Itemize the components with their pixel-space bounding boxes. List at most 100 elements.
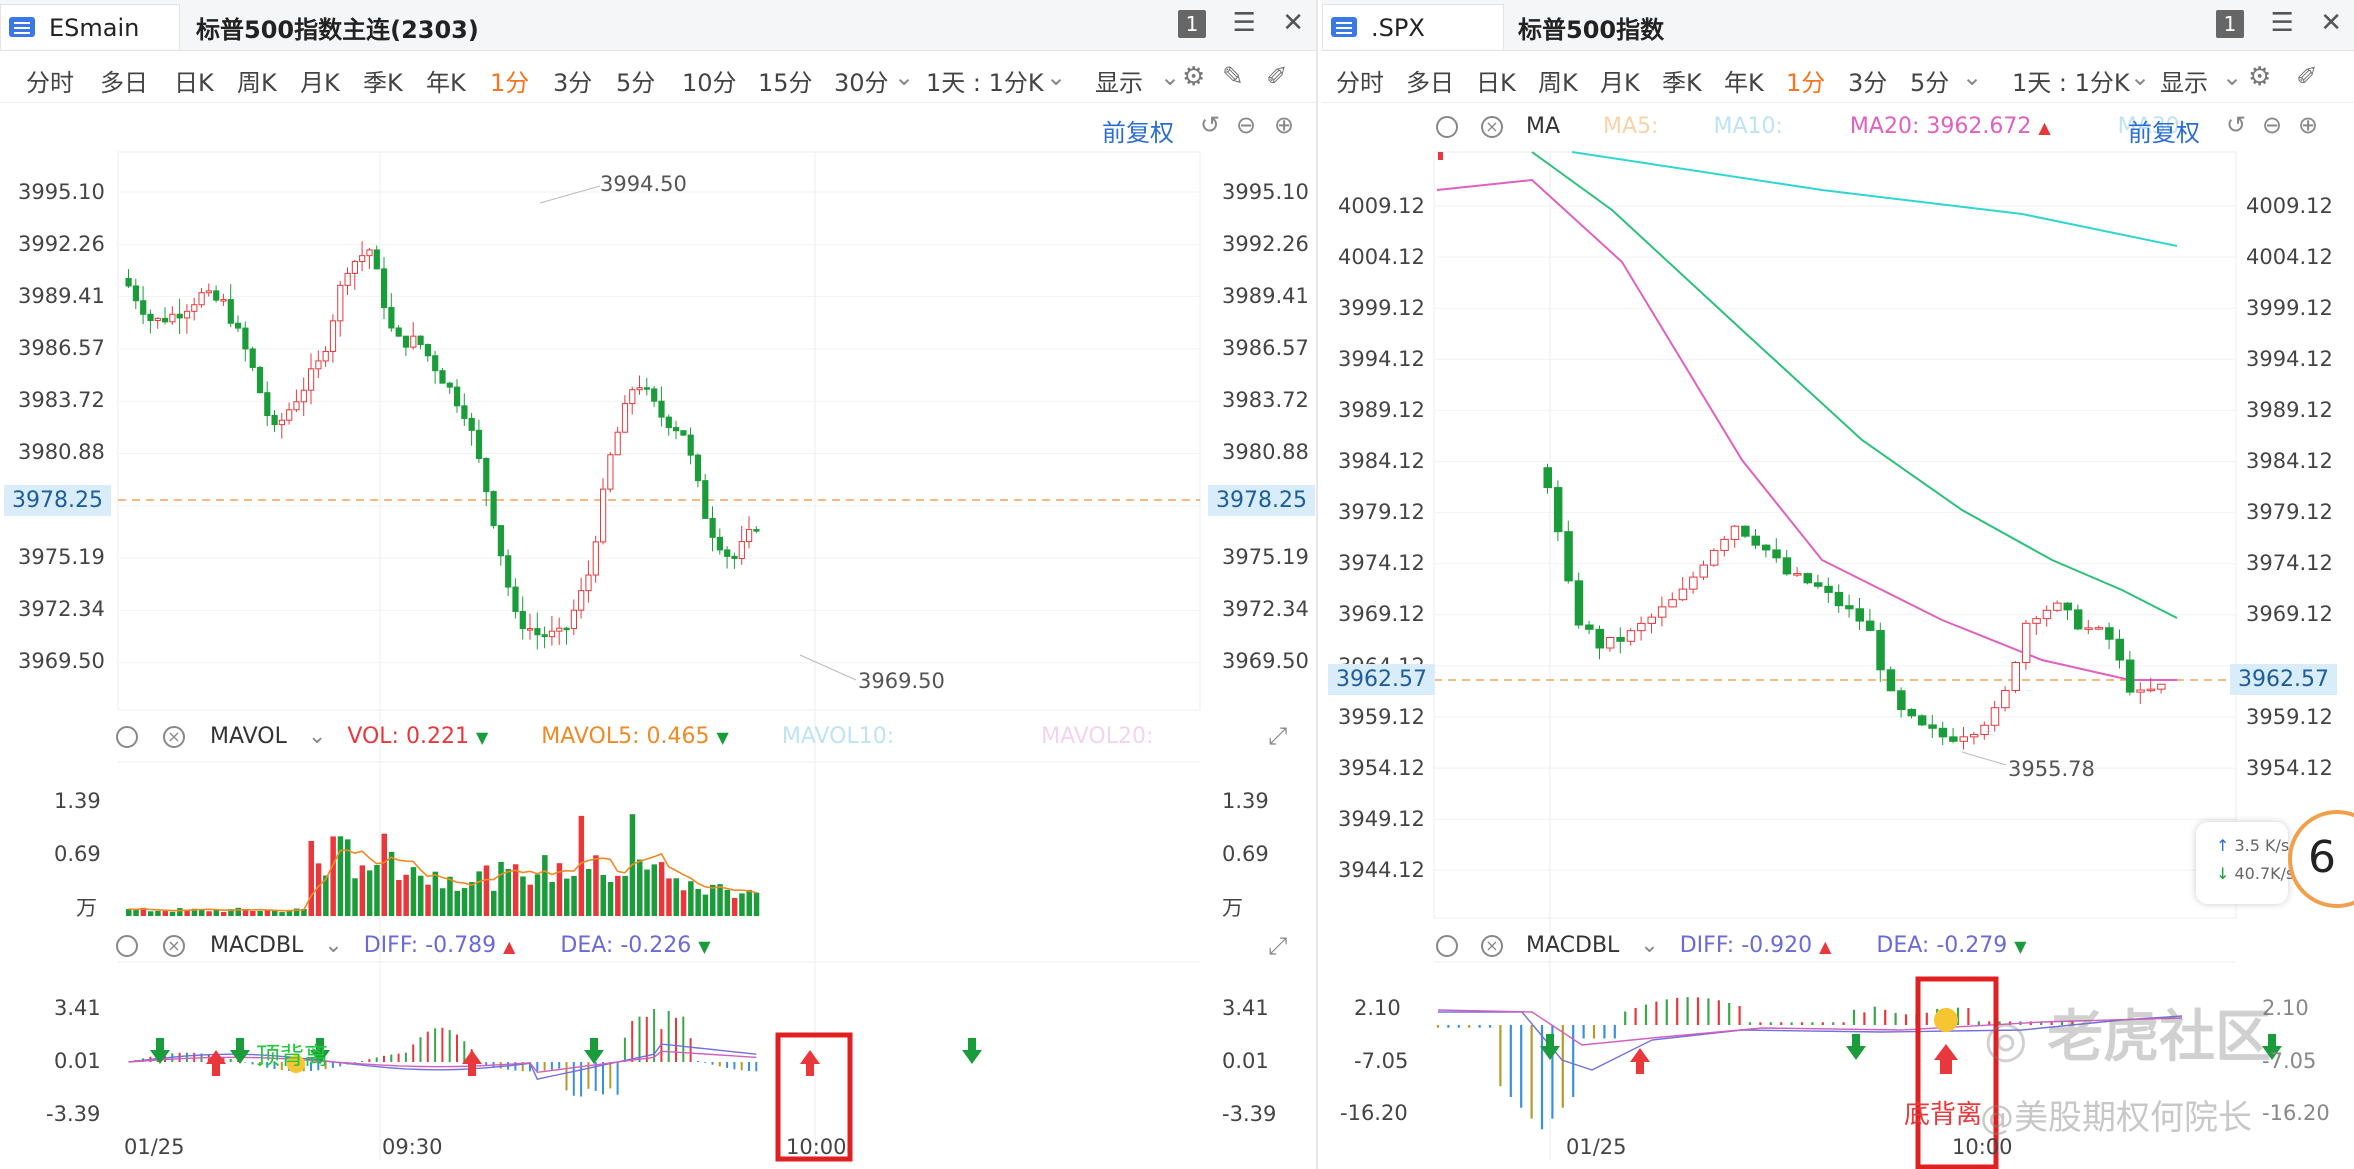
- left-period-3min[interactable]: 3分: [553, 69, 593, 97]
- left-period-duori[interactable]: 多日: [100, 69, 148, 97]
- right-ma20-label: MA20:: [1849, 114, 1920, 139]
- right-ma-name[interactable]: MA: [1526, 114, 1561, 139]
- left-adjust-button[interactable]: 前复权: [1102, 119, 1174, 147]
- zoom-in-icon[interactable]: ⊕: [1274, 111, 1295, 139]
- left-current-price-tag-right: 3978.25: [1208, 485, 1315, 516]
- right-period-duori[interactable]: 多日: [1406, 69, 1454, 97]
- right-settings-list-icon[interactable]: ☰: [2270, 8, 2294, 38]
- left-candle-body: [337, 284, 344, 322]
- draw-tool-icon[interactable]: ✎: [1222, 62, 1244, 92]
- left-period-1min[interactable]: 1分: [490, 69, 530, 97]
- left-period-daily[interactable]: 日K: [174, 69, 214, 97]
- left-period-15min[interactable]: 15分: [758, 69, 813, 97]
- right-period-weekly[interactable]: 周K: [1538, 69, 1578, 97]
- chevron-down-icon[interactable]: ⌄: [1962, 63, 1983, 91]
- right-low-label: 3955.78: [2008, 757, 2095, 781]
- close-icon[interactable]: ×: [1481, 116, 1503, 138]
- gear-icon[interactable]: [1436, 935, 1458, 957]
- left-period-10min[interactable]: 10分: [682, 69, 737, 97]
- gear-icon[interactable]: [116, 726, 138, 748]
- left-candle-body: [140, 300, 147, 315]
- left-period-30min[interactable]: 30分: [834, 69, 889, 97]
- left-volume-bar: [403, 874, 409, 916]
- left-candle-body: [162, 317, 169, 323]
- right-period-5min[interactable]: 5分: [1910, 69, 1950, 97]
- left-symbol-tab[interactable]: ESmain: [0, 4, 180, 49]
- right-display-menu[interactable]: 显示: [2160, 69, 2208, 97]
- undo-icon[interactable]: ↺: [1200, 111, 1221, 139]
- right-period-1min[interactable]: 1分: [1786, 69, 1826, 97]
- left-volume-bar: [272, 909, 278, 916]
- left-period-monthly[interactable]: 月K: [300, 69, 340, 97]
- pen-icon[interactable]: ✐: [1266, 62, 1288, 92]
- left-candle-body: [351, 260, 358, 274]
- right-range-select[interactable]: 1天 : 1分K: [2012, 69, 2130, 97]
- close-icon[interactable]: ×: [1481, 935, 1503, 957]
- right-divergence-annotation: 底背离: [1904, 1100, 1983, 1130]
- right-price-chart[interactable]: [1322, 0, 2354, 1169]
- gear-icon[interactable]: [1436, 116, 1458, 138]
- pen-icon[interactable]: ✐: [2296, 62, 2318, 92]
- left-candle-body: [490, 491, 497, 527]
- gear-icon[interactable]: ⚙: [2248, 62, 2272, 92]
- left-display-menu[interactable]: 显示: [1095, 69, 1143, 97]
- left-candle-body: [541, 634, 548, 638]
- chevron-down-icon[interactable]: ⌄: [1160, 63, 1181, 91]
- left-period-5min[interactable]: 5分: [616, 69, 656, 97]
- close-icon[interactable]: ×: [163, 726, 185, 748]
- right-period-quarterly[interactable]: 季K: [1662, 69, 1702, 97]
- chevron-down-icon[interactable]: ⌄: [894, 63, 915, 91]
- right-period-yearly[interactable]: 年K: [1724, 69, 1764, 97]
- zoom-in-icon[interactable]: ⊕: [2298, 111, 2319, 139]
- chevron-down-icon[interactable]: ⌄: [2130, 63, 2151, 91]
- left-volume-bar: [228, 909, 234, 916]
- left-highlight-box: [775, 1032, 853, 1162]
- left-candle-body: [483, 457, 490, 493]
- left-vol-name[interactable]: MAVOL: [210, 724, 287, 749]
- left-period-weekly[interactable]: 周K: [237, 69, 277, 97]
- left-candle-body: [381, 268, 388, 309]
- left-volume-bar: [578, 815, 585, 916]
- right-period-monthly[interactable]: 月K: [1600, 69, 1640, 97]
- right-adjust-button[interactable]: 前复权: [2128, 119, 2200, 147]
- right-candle-body: [1959, 736, 1968, 742]
- left-close-icon[interactable]: ✕: [1282, 8, 1304, 38]
- left-emoji-icon: [287, 1055, 305, 1073]
- left-range-select[interactable]: 1天 : 1分K: [926, 69, 1044, 97]
- left-macd-tick: 0.01: [54, 1049, 101, 1073]
- chevron-down-icon[interactable]: ⌄: [307, 724, 327, 749]
- right-layout-badge[interactable]: 1: [2215, 9, 2245, 38]
- left-period-yearly[interactable]: 年K: [426, 69, 466, 97]
- left-period-quarterly[interactable]: 季K: [363, 69, 403, 97]
- left-candle-body: [315, 360, 322, 370]
- left-candle-body: [527, 628, 534, 631]
- right-macd-name[interactable]: MACDBL: [1526, 933, 1620, 958]
- zoom-out-icon[interactable]: ⊖: [2262, 111, 2283, 139]
- chevron-down-icon[interactable]: ⌄: [1046, 63, 1067, 91]
- chevron-down-icon[interactable]: ⌄: [1640, 933, 1659, 958]
- right-close-icon[interactable]: ✕: [2320, 8, 2342, 38]
- left-period-fenshi[interactable]: 分时: [26, 69, 74, 97]
- left-volume-bar: [483, 865, 490, 916]
- gear-icon[interactable]: ⚙: [1182, 62, 1206, 92]
- right-candle-body: [1574, 580, 1584, 626]
- right-period-fenshi[interactable]: 分时: [1336, 69, 1384, 97]
- right-symbol-tab[interactable]: .SPX: [1322, 4, 1504, 49]
- left-layout-badge[interactable]: 1: [1177, 9, 1207, 38]
- up-triangle-icon: ▲: [2038, 118, 2051, 137]
- expand-icon[interactable]: ⤢: [1268, 722, 1288, 750]
- right-candle-body: [1689, 576, 1698, 590]
- chevron-down-icon[interactable]: ⌄: [2222, 63, 2243, 91]
- chevron-down-icon[interactable]: ⌄: [324, 933, 343, 958]
- left-volume-bar: [213, 909, 220, 916]
- left-price-chart[interactable]: [0, 0, 1316, 1169]
- left-settings-list-icon[interactable]: ☰: [1232, 8, 1256, 38]
- close-icon[interactable]: ×: [163, 935, 185, 957]
- left-macd-name[interactable]: MACDBL: [210, 933, 304, 958]
- expand-icon[interactable]: ⤢: [1268, 932, 1288, 960]
- gear-icon[interactable]: [116, 935, 138, 957]
- zoom-out-icon[interactable]: ⊖: [1236, 111, 1257, 139]
- undo-icon[interactable]: ↺: [2226, 111, 2247, 139]
- right-period-daily[interactable]: 日K: [1476, 69, 1516, 97]
- right-period-3min[interactable]: 3分: [1848, 69, 1888, 97]
